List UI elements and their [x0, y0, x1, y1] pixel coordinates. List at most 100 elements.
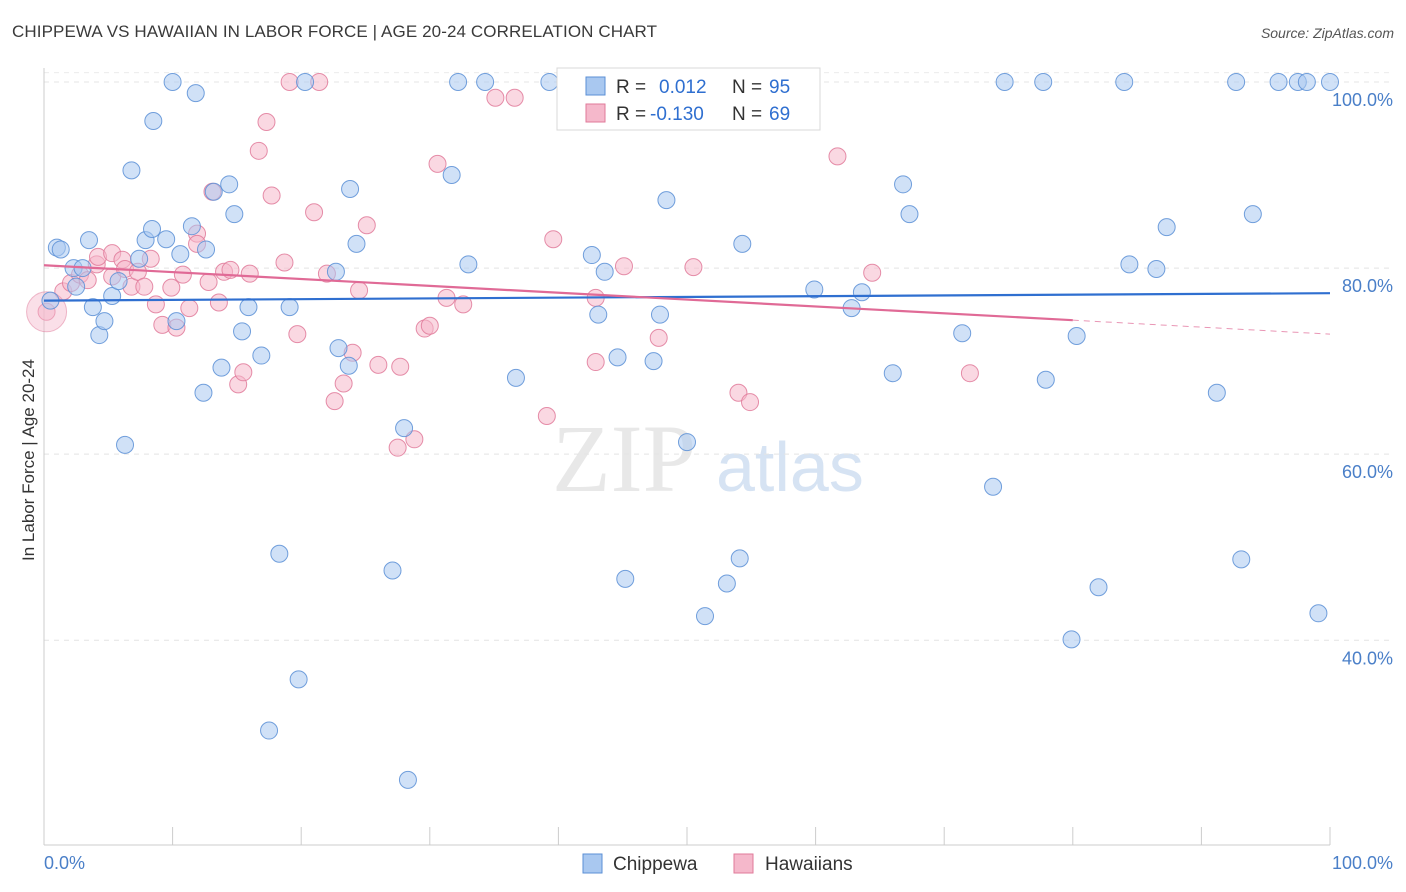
chippewa-point — [260, 721, 279, 740]
chippewa-point — [1062, 630, 1081, 649]
chippewa-point — [608, 348, 627, 367]
legend-n-value-chippewa: 95 — [769, 77, 790, 98]
chippewa-point — [678, 433, 696, 452]
hawaiians-point — [240, 264, 259, 283]
legend-n-label-chippewa: N = — [732, 77, 762, 98]
chippewa-point — [984, 477, 1003, 496]
legend-r-value-chippewa: 0.012 — [659, 77, 707, 98]
chippewa-point — [1269, 72, 1288, 91]
chippewa-point — [506, 368, 525, 387]
chippewa-point — [595, 262, 614, 281]
chippewa-point — [852, 283, 871, 302]
chippewa-point — [696, 607, 715, 626]
hawaiians-point — [741, 393, 760, 412]
chippewa-point — [582, 246, 601, 265]
hawaiians-point — [257, 112, 276, 131]
chippewa-point — [442, 166, 461, 185]
x-axis-ticks — [172, 827, 1331, 845]
y-axis-label: In Labor Force | Age 20-24 — [19, 359, 38, 561]
chippewa-point — [51, 240, 70, 259]
chippewa-point — [953, 324, 972, 343]
legend-swatch-hawaiians — [585, 103, 606, 123]
chippewa-point — [144, 112, 163, 131]
hawaiians-point — [586, 353, 605, 372]
chippewa-point — [644, 352, 663, 371]
chippewa-point — [1321, 72, 1339, 91]
chippewa-point — [1115, 72, 1134, 91]
y-tick-label-80: 80.0% — [1342, 276, 1393, 296]
chippewa-point — [122, 161, 141, 180]
chippewa-point — [805, 280, 824, 299]
chippewa-point — [995, 72, 1014, 91]
chippewa-point — [1089, 578, 1108, 597]
chippewa-point — [289, 670, 308, 689]
chippewa-point — [182, 217, 201, 236]
series-legend: Chippewa Hawaiians — [582, 853, 853, 875]
bottom-legend-label-hawaiians: Hawaiians — [765, 854, 853, 875]
chart-title: CHIPPEWA VS HAWAIIAN IN LABOR FORCE | AG… — [12, 22, 658, 41]
legend-r-label-chippewa: R = — [616, 77, 646, 98]
chippewa-point — [1067, 326, 1086, 345]
watermark: ZIP atlas — [552, 405, 864, 512]
hawaiians-point — [649, 328, 668, 347]
chippewa-point — [894, 175, 913, 194]
chippewa-point — [326, 262, 345, 281]
legend-r-value-hawaiians: -0.130 — [650, 104, 704, 125]
hawaiians-point — [234, 363, 253, 382]
chippewa-point — [204, 182, 223, 201]
hawaiians-point — [173, 265, 192, 284]
chippewa-point — [339, 356, 358, 375]
chippewa-point — [1147, 259, 1166, 278]
chippewa-point — [730, 549, 749, 568]
hawaiians-point — [369, 355, 388, 374]
hawaiians-point — [614, 257, 633, 276]
chippewa-point — [383, 561, 402, 580]
chippewa-point — [1036, 370, 1055, 389]
chippewa-point — [650, 305, 669, 324]
chippewa-point — [1243, 205, 1262, 224]
hawaiians-point — [199, 273, 218, 292]
hawaiians-point — [391, 357, 410, 376]
series-hawaiians-points — [26, 72, 979, 457]
x-tick-label-max: 100.0% — [1332, 853, 1393, 873]
watermark-atlas: atlas — [716, 428, 864, 506]
hawaiians-point — [209, 293, 228, 312]
hawaiians-trend-line — [43, 264, 1073, 322]
chippewa-point — [398, 770, 417, 789]
chippewa-point — [252, 346, 271, 365]
chippewa-point — [130, 249, 149, 268]
chippewa-point — [329, 339, 348, 358]
chippewa-point — [540, 72, 559, 91]
hawaiians-point — [684, 258, 703, 277]
chippewa-point — [1227, 72, 1246, 91]
hawaiians-point — [505, 88, 524, 107]
hawaiians-point — [280, 72, 299, 91]
chippewa-point — [212, 358, 231, 377]
chippewa-point — [1120, 255, 1139, 274]
chippewa-point — [163, 72, 182, 91]
chippewa-point — [657, 191, 676, 210]
chippewa-point — [157, 230, 176, 249]
chippewa-point — [95, 312, 114, 331]
hawaiians-point — [135, 277, 154, 296]
bottom-legend-swatch-hawaiians — [733, 853, 754, 874]
bottom-legend-label-chippewa: Chippewa — [613, 854, 698, 875]
x-tick-label-min: 0.0% — [44, 853, 85, 873]
hawaiians-point — [863, 263, 882, 282]
chippewa-point — [186, 84, 205, 103]
chippewa-point — [296, 72, 315, 91]
chippewa-point — [589, 305, 608, 324]
legend-r-label-hawaiians: R = — [616, 104, 646, 125]
y-tick-label-40: 40.0% — [1342, 648, 1393, 668]
hawaiians-point — [428, 154, 447, 173]
chippewa-point — [1297, 72, 1316, 91]
hawaiians-point — [162, 278, 181, 297]
chippewa-point — [1309, 604, 1328, 623]
hawaiians-point — [828, 147, 847, 166]
trend-lines — [43, 264, 1331, 335]
chippewa-point — [80, 231, 99, 250]
hawaiians-point — [357, 216, 376, 235]
chippewa-point — [733, 234, 752, 253]
chippewa-point — [197, 240, 216, 259]
